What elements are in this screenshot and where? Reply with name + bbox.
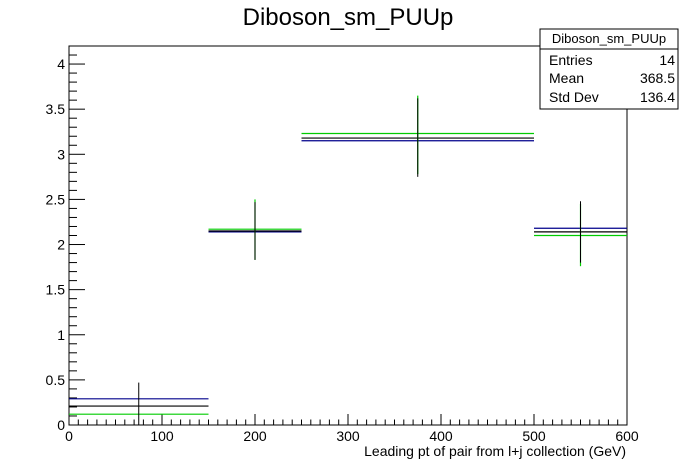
stats-box: Diboson_sm_PUUp Entries 14 Mean 368.5 St… bbox=[539, 28, 679, 110]
y-tick-label: 0 bbox=[57, 417, 65, 433]
stats-entries-label: Entries bbox=[549, 52, 593, 68]
x-tick-label: 600 bbox=[615, 428, 639, 444]
stats-box-frame bbox=[539, 28, 679, 110]
y-tick-label: 4 bbox=[57, 56, 65, 72]
y-tick-label: 1 bbox=[57, 327, 65, 343]
x-tick-label: 300 bbox=[336, 428, 360, 444]
y-tick-label: 2 bbox=[57, 237, 65, 253]
stats-box-title: Diboson_sm_PUUp bbox=[552, 31, 666, 46]
x-tick-label: 500 bbox=[522, 428, 546, 444]
x-axis-title: Leading pt of pair from l+j collection (… bbox=[364, 443, 626, 459]
x-tick-label: 0 bbox=[65, 428, 73, 444]
histogram-series bbox=[69, 95, 627, 425]
stats-mean-label: Mean bbox=[549, 70, 584, 86]
stats-mean-value: 368.5 bbox=[640, 70, 675, 86]
x-tick-label: 400 bbox=[429, 428, 453, 444]
stats-stddev-label: Std Dev bbox=[549, 89, 599, 105]
x-axis: 0 100 200 300 400 500 600 bbox=[65, 414, 639, 444]
y-tick-label: 3 bbox=[57, 146, 65, 162]
y-tick-label: 3.5 bbox=[46, 101, 66, 117]
chart-title: Diboson_sm_PUUp bbox=[243, 4, 454, 31]
stats-stddev-value: 136.4 bbox=[640, 89, 675, 105]
x-tick-label: 100 bbox=[150, 428, 174, 444]
y-tick-label: 2.5 bbox=[46, 191, 66, 207]
x-tick-label: 200 bbox=[243, 428, 267, 444]
y-tick-label: 0.5 bbox=[46, 372, 66, 388]
y-axis: 0 0.5 1 1.5 2 2.5 3 3.5 4 bbox=[46, 45, 85, 433]
y-tick-label: 1.5 bbox=[46, 282, 66, 298]
stats-entries-value: 14 bbox=[659, 52, 675, 68]
